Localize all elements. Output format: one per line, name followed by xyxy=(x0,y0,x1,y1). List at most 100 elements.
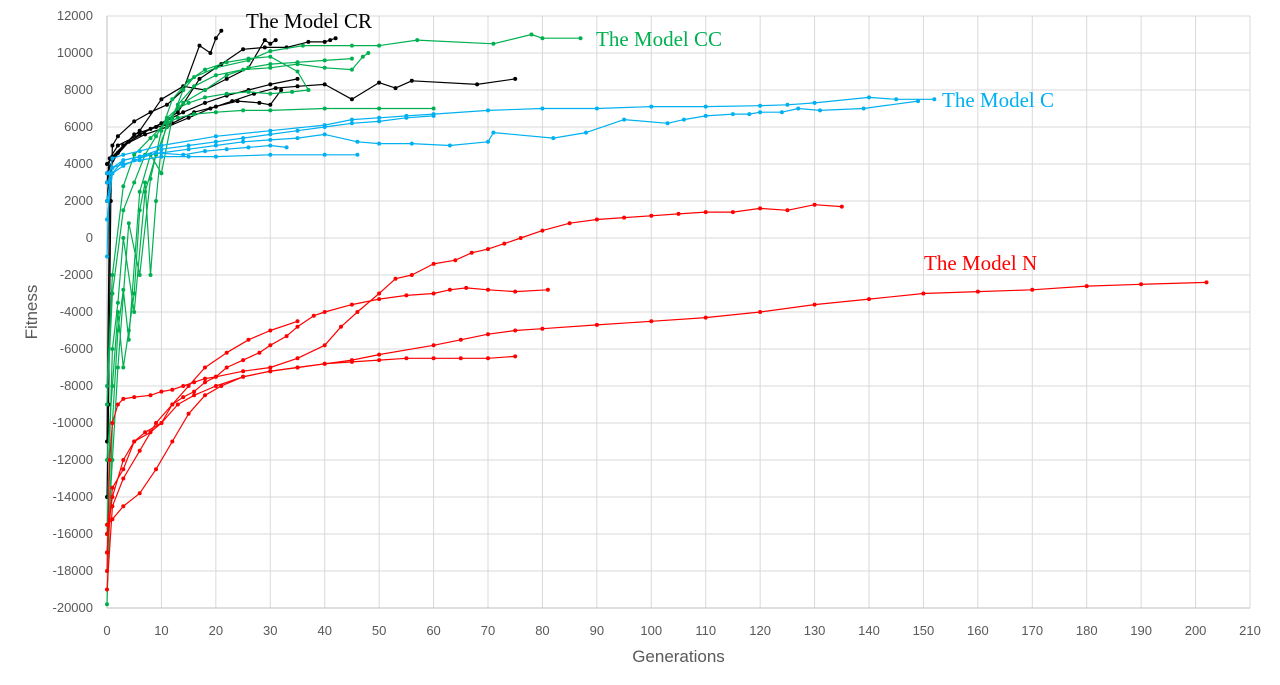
data-point-the-model-n xyxy=(246,337,251,342)
data-point-the-model-c xyxy=(186,154,191,159)
data-point-the-model-c xyxy=(349,117,354,122)
data-point-the-model-n xyxy=(295,319,300,324)
data-point-the-model-n xyxy=(812,202,817,207)
data-point-the-model-n xyxy=(105,532,109,536)
data-point-the-model-n xyxy=(219,384,224,388)
data-point-the-model-n xyxy=(322,310,327,314)
gridlines xyxy=(106,15,1251,609)
data-point-the-model-n xyxy=(540,326,545,331)
data-point-the-model-n xyxy=(1204,280,1209,285)
data-point-the-model-c xyxy=(486,108,490,113)
data-point-the-model-n xyxy=(447,287,452,292)
data-point-the-model-cc xyxy=(306,88,311,92)
data-point-the-model-n xyxy=(213,384,218,388)
data-point-the-model-n xyxy=(453,258,458,263)
data-point-the-model-cc xyxy=(115,365,120,370)
data-point-the-model-n xyxy=(513,328,518,333)
y-tick-label: -14000 xyxy=(53,489,93,504)
x-tick-label: 160 xyxy=(967,623,989,638)
data-point-the-model-cc xyxy=(148,136,153,141)
data-point-the-model-cr xyxy=(306,39,311,44)
data-point-the-model-cc xyxy=(192,84,197,89)
data-point-the-model-cc xyxy=(181,100,186,105)
data-point-the-model-cr xyxy=(175,110,180,115)
data-point-the-model-n xyxy=(295,324,300,329)
data-point-the-model-n xyxy=(295,356,300,361)
data-point-the-model-c xyxy=(213,134,218,139)
data-point-the-model-c xyxy=(703,113,708,118)
data-point-the-model-n xyxy=(186,411,191,416)
y-tick-label: 4000 xyxy=(64,156,93,171)
data-point-the-model-cc xyxy=(175,115,180,120)
data-point-the-model-cc xyxy=(349,56,354,61)
data-point-the-model-c xyxy=(203,149,207,154)
data-point-the-model-cc xyxy=(268,62,273,67)
data-point-the-model-n xyxy=(181,384,186,388)
data-point-the-model-c xyxy=(241,139,246,144)
data-point-the-model-cc xyxy=(132,180,137,185)
data-point-the-model-c xyxy=(213,154,218,159)
data-point-the-model-cr xyxy=(197,43,202,48)
x-axis-title: Generations xyxy=(632,647,725,666)
data-point-the-model-cr xyxy=(219,28,224,33)
data-point-the-model-c xyxy=(812,100,817,105)
x-tick-label: 140 xyxy=(858,623,880,638)
data-point-the-model-n xyxy=(154,467,158,472)
data-point-the-model-n xyxy=(1030,287,1035,292)
series-line-the-model-cc-run-3 xyxy=(106,52,369,535)
data-point-the-model-cr xyxy=(262,45,267,50)
data-point-the-model-c xyxy=(121,152,126,157)
data-point-the-model-n xyxy=(241,374,246,379)
data-point-the-model-cc xyxy=(290,89,295,94)
data-point-the-model-cc xyxy=(192,112,197,117)
data-point-the-model-cc xyxy=(186,100,191,105)
x-tick-label: 130 xyxy=(804,623,826,638)
data-point-the-model-cc xyxy=(268,91,273,96)
data-point-the-model-n xyxy=(703,315,708,320)
data-point-the-model-n xyxy=(121,458,126,462)
data-point-the-model-n xyxy=(377,297,382,302)
data-point-the-model-cc xyxy=(105,402,109,407)
series-group-the-model-cc xyxy=(105,32,583,607)
data-point-the-model-n xyxy=(110,504,115,509)
data-point-the-model-c xyxy=(703,104,708,109)
data-point-the-model-cr xyxy=(164,102,169,107)
data-point-the-model-cr xyxy=(241,47,246,52)
data-point-the-model-n xyxy=(170,387,175,392)
data-point-the-model-cc xyxy=(578,36,583,41)
data-point-the-model-c xyxy=(110,171,115,176)
data-point-the-model-cc xyxy=(224,91,229,96)
data-point-the-model-c xyxy=(758,110,763,115)
data-point-the-model-cr xyxy=(181,110,186,115)
data-point-the-model-cc xyxy=(295,60,300,65)
series-line-the-model-c-run-5 xyxy=(106,154,358,174)
data-point-the-model-cc xyxy=(268,65,273,70)
data-point-the-model-cc xyxy=(529,32,534,37)
data-point-the-model-cr xyxy=(213,104,218,109)
data-point-the-model-cr xyxy=(268,102,273,107)
x-tick-label: 30 xyxy=(263,623,277,638)
data-point-the-model-c xyxy=(322,132,327,137)
data-point-the-model-n xyxy=(105,550,109,555)
data-point-the-model-n xyxy=(213,374,218,379)
series-line-the-model-n-run-2 xyxy=(106,287,548,553)
data-point-the-model-c xyxy=(121,158,126,163)
data-point-the-model-n xyxy=(121,504,126,509)
data-point-the-model-cc xyxy=(170,97,175,102)
data-point-the-model-c xyxy=(110,156,115,161)
data-point-the-model-cr xyxy=(208,51,213,55)
data-point-the-model-n xyxy=(268,328,273,333)
data-point-the-model-n xyxy=(107,458,112,462)
data-point-the-model-c xyxy=(110,165,115,170)
data-point-the-model-c xyxy=(349,121,354,126)
series-line-the-model-cr-run-5 xyxy=(106,78,516,165)
data-point-the-model-cr xyxy=(268,41,273,46)
data-point-the-model-c xyxy=(404,115,409,120)
data-point-the-model-c xyxy=(268,132,273,137)
data-point-the-model-n xyxy=(703,210,708,215)
data-point-the-model-n xyxy=(594,322,599,327)
x-tick-label: 20 xyxy=(209,623,223,638)
data-point-the-model-n xyxy=(502,241,507,246)
series-labels: The Model CR The Model CC The Model C The M… xyxy=(246,9,1054,275)
